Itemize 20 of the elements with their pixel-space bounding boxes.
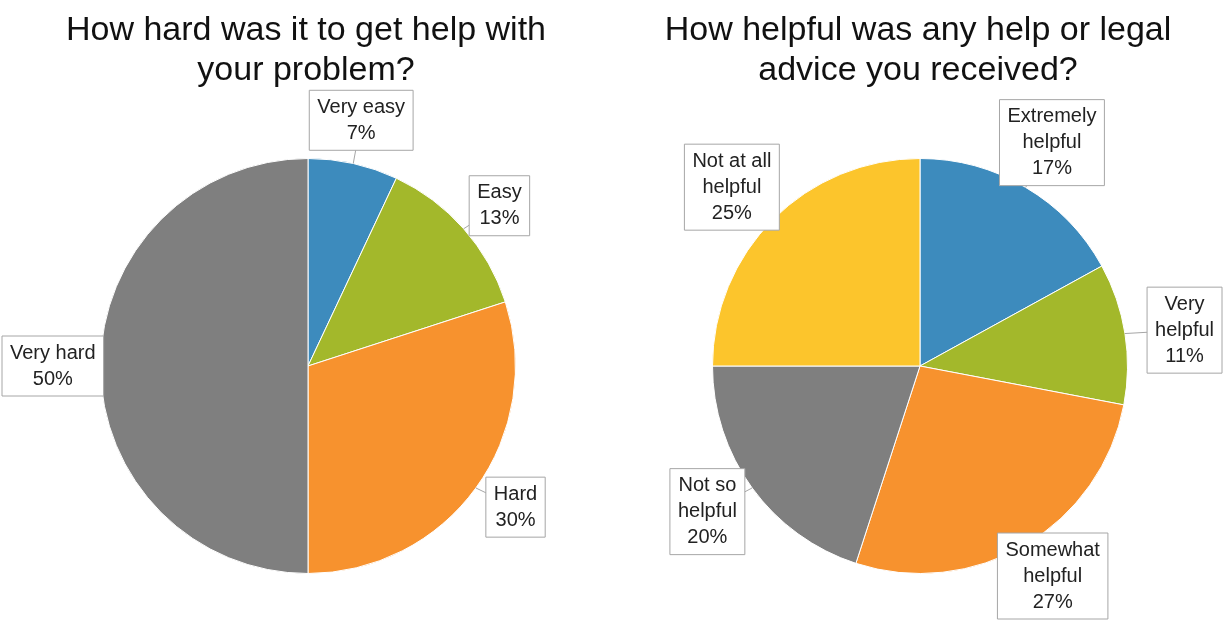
slice-label: Not so helpful — [677, 473, 737, 522]
data-label: 25% — [711, 200, 753, 223]
slice-label: Hard — [493, 481, 538, 504]
data-label: 30% — [495, 507, 536, 530]
data-label: 7% — [346, 120, 376, 143]
data-label: 20% — [687, 525, 728, 548]
data-label: 13% — [479, 206, 520, 229]
data-label: 27% — [1032, 589, 1073, 612]
slice-label: Easy — [477, 180, 522, 203]
slice-label: Very easy — [317, 94, 406, 117]
slice-label: Very helpful — [1155, 291, 1214, 340]
data-label: 11% — [1165, 343, 1205, 366]
slice-label: Very hard — [10, 340, 96, 363]
slice-label: Extremely helpful — [1007, 104, 1097, 153]
chart-title: How helpful was any help or legal advice you received? — [663, 8, 1173, 88]
chart-title: How hard was it to get help with your problem? — [65, 8, 547, 88]
data-label: 50% — [32, 366, 74, 389]
data-label: 17% — [1031, 156, 1073, 179]
slice-label: Not at all helpful — [692, 148, 772, 197]
slice-label: Somewhat helpful — [1005, 537, 1101, 586]
